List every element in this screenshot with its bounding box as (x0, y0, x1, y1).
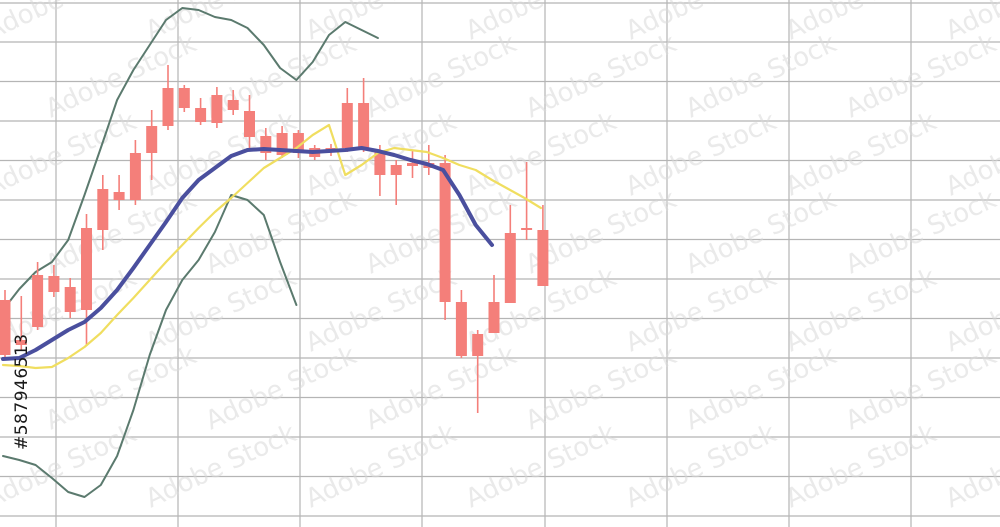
watermark-mark-34: Adobe Stock (941, 262, 1000, 358)
watermark-id-text: #587946513 (12, 333, 32, 450)
candle-body-31 (504, 233, 516, 303)
watermark-mark-0: Adobe Stock (0, 0, 141, 46)
candle-body-29 (472, 334, 484, 356)
candle-body-15 (244, 111, 255, 137)
candle-body-25 (407, 163, 418, 166)
band-upper-line (2, 7, 379, 311)
candle-body-7 (113, 192, 125, 200)
candle-body-2 (32, 275, 44, 327)
candle-body-18 (292, 133, 304, 153)
ma-fast-line (1, 146, 494, 361)
candle-body-24 (390, 165, 402, 175)
candle-body-16 (260, 136, 272, 153)
candle-body-32 (521, 228, 533, 230)
ma-slow-line (1, 123, 542, 370)
candle-body-33 (537, 230, 549, 286)
candle-body-5 (81, 228, 92, 310)
candles (0, 65, 549, 413)
candle-body-3 (48, 276, 60, 292)
band-lower-line (2, 194, 298, 498)
candle-body-8 (129, 153, 141, 200)
candle-body-9 (146, 126, 158, 153)
candle-body-6 (97, 189, 109, 230)
bollinger-bands (2, 7, 379, 498)
watermark-mark-48: Adobe Stock (941, 418, 1000, 514)
candle-body-1 (15, 340, 27, 345)
candle-body-27 (439, 163, 451, 302)
candle-body-28 (455, 302, 467, 356)
candle-body-23 (374, 152, 386, 175)
moving-averages (1, 123, 542, 370)
candle-body-14 (227, 100, 239, 110)
candle-body-11 (178, 88, 190, 108)
candle-body-30 (488, 302, 500, 333)
candle-body-17 (276, 133, 288, 155)
candle-body-10 (162, 88, 174, 126)
candle-body-12 (195, 108, 207, 122)
candle-body-22 (358, 103, 370, 148)
candle-body-0 (0, 300, 11, 355)
candle-body-4 (64, 287, 76, 312)
candle-body-21 (341, 103, 353, 148)
candle-body-13 (211, 95, 223, 123)
